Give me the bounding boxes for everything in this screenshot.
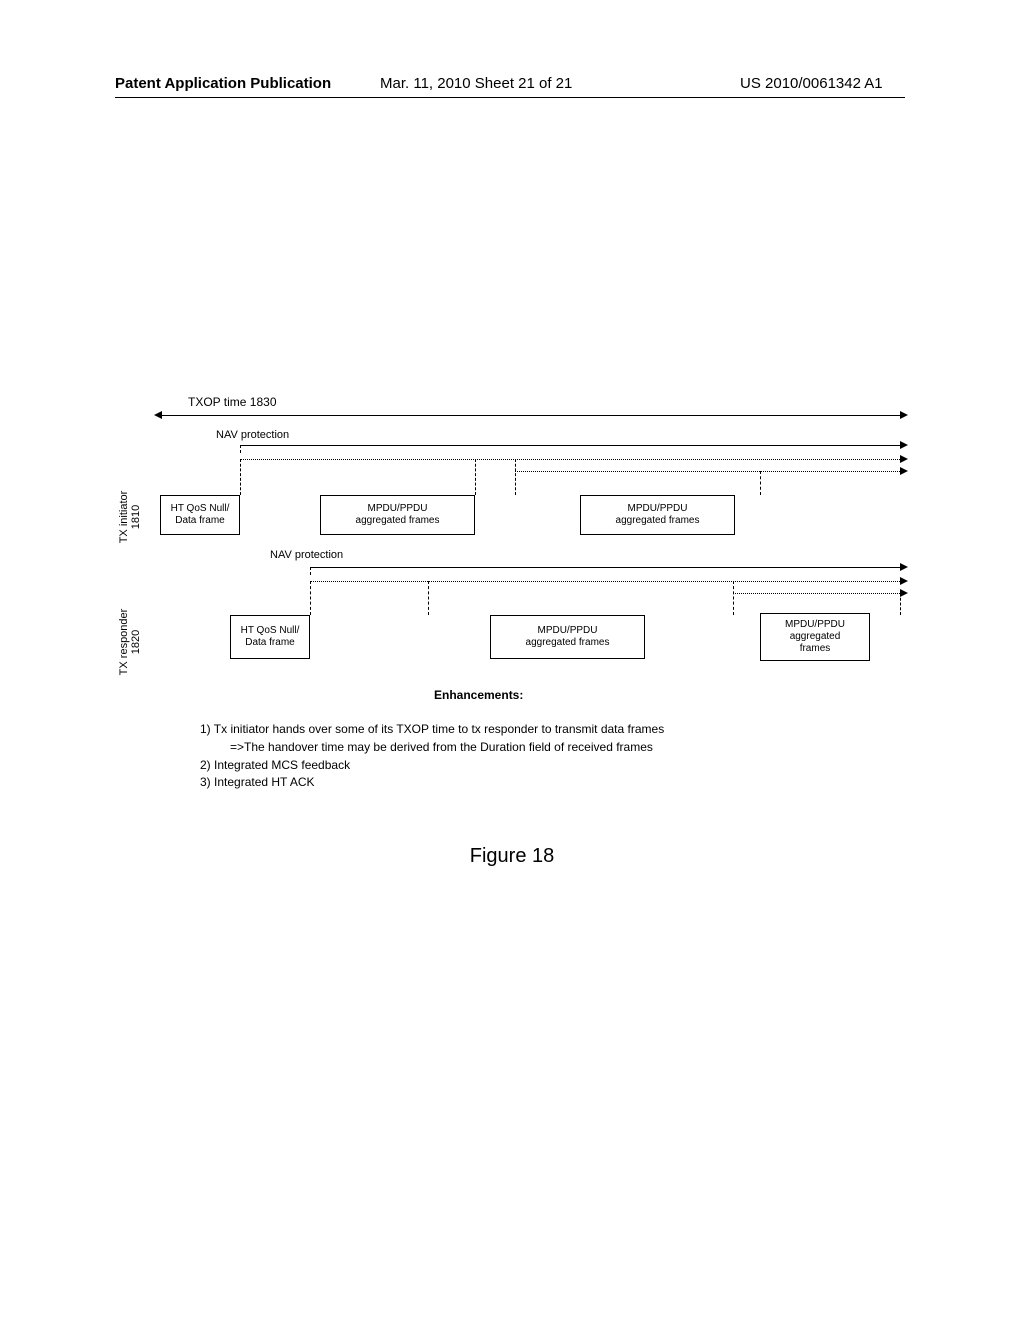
enh-item-2: 2) Integrated MCS feedback bbox=[200, 757, 840, 774]
responder-mpdu-2: MPDU/PPDU aggregated frames bbox=[760, 613, 870, 661]
figure-caption: Figure 18 bbox=[0, 845, 1024, 868]
txop-arrow-right bbox=[900, 411, 908, 419]
nav-bot-tick-l bbox=[310, 567, 311, 575]
enh-item-3: 3) Integrated HT ACK bbox=[200, 774, 840, 791]
enhancements-list: 1) Tx initiator hands over some of its T… bbox=[200, 720, 840, 792]
init-dotted-2-arrow bbox=[900, 467, 908, 475]
init-dotted-1 bbox=[240, 459, 900, 461]
txop-label: TXOP time 1830 bbox=[188, 395, 277, 409]
nav-bot-arrow bbox=[900, 563, 908, 571]
nav-bot-line bbox=[310, 567, 900, 568]
initiator-mpdu-2: MPDU/PPDU aggregated frames bbox=[580, 495, 735, 535]
header-left: Patent Application Publication bbox=[115, 75, 331, 92]
nav-top-line bbox=[240, 445, 900, 446]
header-right: US 2010/0061342 A1 bbox=[740, 75, 883, 92]
txop-arrow-line bbox=[160, 415, 900, 416]
resp-dotted-2-arrow bbox=[900, 589, 908, 597]
enh-item-1b: =>The handover time may be derived from … bbox=[200, 739, 840, 756]
resp-dash-4 bbox=[900, 593, 901, 615]
responder-mpdu-1: MPDU/PPDU aggregated frames bbox=[490, 615, 645, 659]
page: Patent Application Publication Mar. 11, … bbox=[0, 0, 1024, 1320]
header-rule bbox=[115, 97, 905, 98]
init-dash-3 bbox=[515, 459, 516, 495]
init-dash-2 bbox=[475, 459, 476, 495]
init-dash-4 bbox=[760, 471, 761, 495]
page-header: Patent Application Publication Mar. 11, … bbox=[0, 75, 1024, 105]
init-dotted-2 bbox=[515, 471, 900, 473]
enhancements-title: Enhancements: bbox=[434, 688, 523, 702]
initiator-label: TX initiator 1810 bbox=[118, 477, 142, 557]
responder-label: TX responder 1820 bbox=[118, 602, 142, 682]
timing-diagram: TXOP time 1830 NAV protection TX initiat… bbox=[120, 395, 900, 775]
init-dotted-1-arrow bbox=[900, 455, 908, 463]
initiator-mpdu-1: MPDU/PPDU aggregated frames bbox=[320, 495, 475, 535]
initiator-qos-box: HT QoS Null/ Data frame bbox=[160, 495, 240, 535]
resp-dash-2 bbox=[428, 581, 429, 615]
nav-label-bottom: NAV protection bbox=[270, 549, 343, 561]
responder-qos-box: HT QoS Null/ Data frame bbox=[230, 615, 310, 659]
header-mid: Mar. 11, 2010 Sheet 21 of 21 bbox=[380, 75, 572, 92]
resp-dotted-2 bbox=[733, 593, 900, 595]
resp-dash-1 bbox=[310, 581, 311, 615]
resp-dotted-1 bbox=[310, 581, 900, 583]
init-dash-1 bbox=[240, 459, 241, 495]
resp-dash-3 bbox=[733, 581, 734, 615]
resp-dotted-1-arrow bbox=[900, 577, 908, 585]
enh-item-1: 1) Tx initiator hands over some of its T… bbox=[200, 721, 840, 738]
nav-top-tick-l bbox=[240, 445, 241, 453]
nav-top-arrow bbox=[900, 441, 908, 449]
nav-label-top: NAV protection bbox=[216, 429, 289, 441]
